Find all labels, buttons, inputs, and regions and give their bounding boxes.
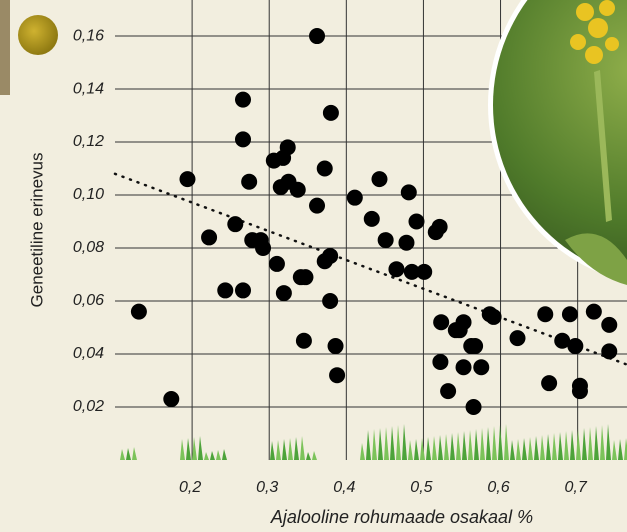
point [309,28,325,44]
point [572,378,588,394]
point [364,211,380,227]
point [163,391,179,407]
x-axis-label: Ajalooline rohumaade osakaal % [270,507,533,527]
y-tick-label: 0,06 [73,292,104,309]
x-tick-label: 0,6 [487,479,509,496]
point [601,343,617,359]
point [235,131,251,147]
point [486,309,502,325]
x-tick-label: 0,4 [333,479,355,496]
point [296,333,312,349]
point [510,330,526,346]
point [466,399,482,415]
point [537,306,553,322]
point [241,174,257,190]
point [297,269,313,285]
point [328,338,344,354]
point [473,359,489,375]
point [440,383,456,399]
point [323,105,339,121]
point [541,375,557,391]
point [317,161,333,177]
point [290,182,306,198]
point [432,354,448,370]
point [378,232,394,248]
point [433,314,449,330]
y-tick-label: 0,10 [73,186,104,203]
point [329,367,345,383]
point [601,317,617,333]
point [227,216,243,232]
point [201,229,217,245]
y-axis-label: Geneetiline erinevus [27,153,46,308]
point [217,282,233,298]
point [456,314,472,330]
point [347,190,363,206]
x-tick-label: 0,3 [256,479,278,496]
point [467,338,483,354]
point [131,304,147,320]
point [408,214,424,230]
y-tick-label: 0,08 [73,239,104,256]
point [586,304,602,320]
gold-dot [18,15,58,55]
point [179,171,195,187]
y-tick-label: 0,12 [73,133,104,150]
point [416,264,432,280]
point [567,338,583,354]
point [432,219,448,235]
edge-strip [0,0,10,95]
x-tick-label: 0,7 [565,479,588,496]
point [269,256,285,272]
point [562,306,578,322]
point [322,248,338,264]
y-tick-label: 0,16 [73,27,104,44]
point [276,285,292,301]
point [398,235,414,251]
point [456,359,472,375]
chart: Geneetiline erinevus Ajalooline rohumaad… [0,0,627,532]
x-tick-label: 0,5 [410,479,432,496]
y-tick-label: 0,04 [73,345,104,362]
y-tick-label: 0,14 [73,80,104,97]
point [309,198,325,214]
point [255,240,271,256]
point [322,293,338,309]
x-tick-label: 0,2 [179,479,201,496]
point [235,92,251,108]
point [388,261,404,277]
point [371,171,387,187]
point [235,282,251,298]
y-tick-label: 0,02 [73,398,104,415]
point [280,139,296,155]
page: Geneetiline erinevus Ajalooline rohumaad… [0,0,627,532]
point [401,184,417,200]
